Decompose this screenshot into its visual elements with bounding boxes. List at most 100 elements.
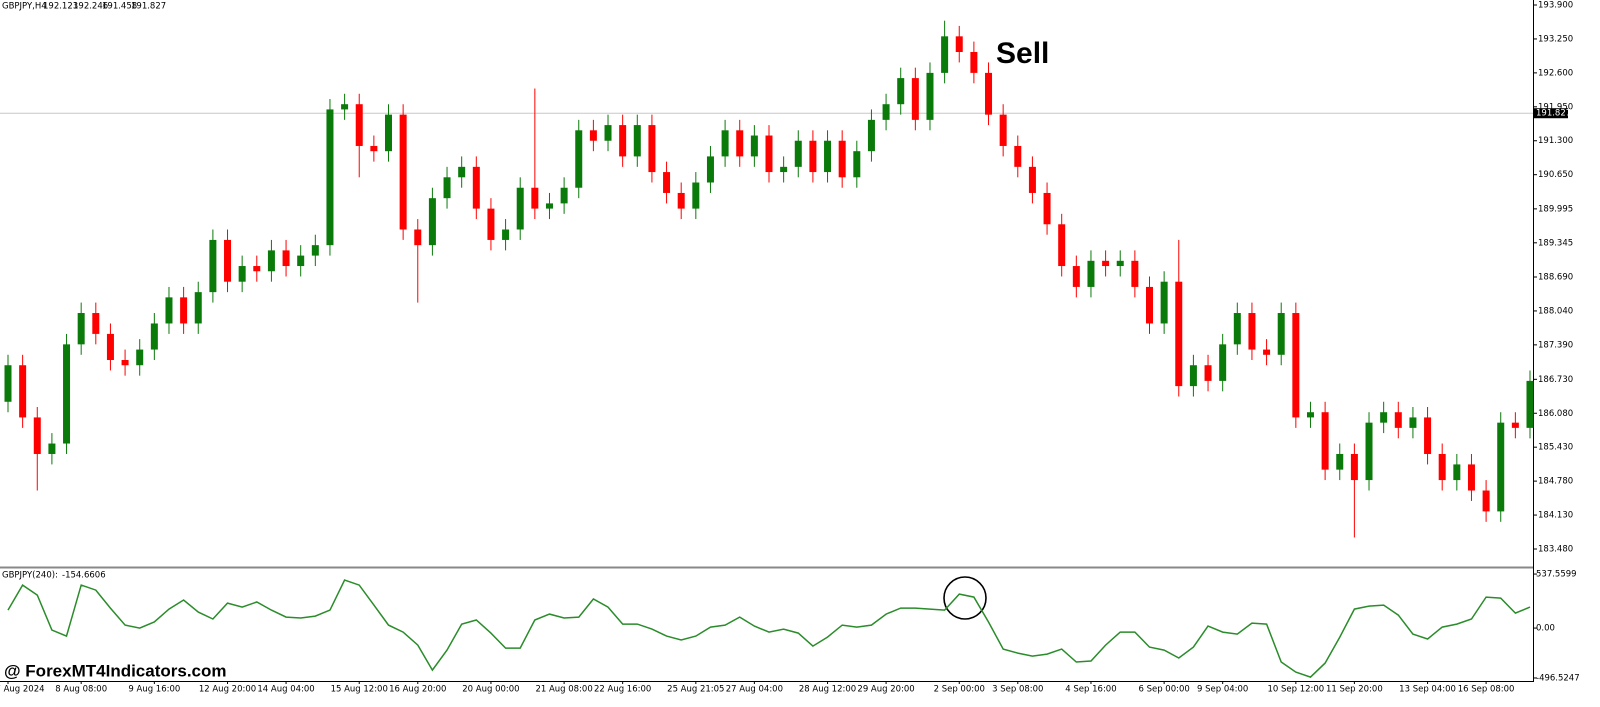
candle-body — [1043, 192, 1051, 225]
candle-body — [560, 187, 568, 204]
candle-body — [1116, 260, 1124, 267]
x-tick-label: 13 Sep 04:00 — [1399, 685, 1456, 695]
candle-body — [19, 365, 27, 418]
candle-body — [326, 109, 334, 246]
candle-body — [677, 192, 685, 209]
y-tick-label: 537.5599 — [1536, 570, 1577, 580]
x-tick-label: 2 Sep 00:00 — [934, 685, 985, 695]
current-price-label: 191.827 — [1536, 109, 1571, 119]
indicator-line — [7, 579, 1531, 678]
y-tick-label: 184.780 — [1538, 477, 1573, 487]
candle-body — [33, 417, 41, 454]
header-high: 192.246 — [73, 2, 108, 12]
candle-body — [1175, 281, 1183, 387]
candle-body — [1058, 224, 1066, 267]
candle-body — [1072, 266, 1080, 287]
candle-body — [1380, 412, 1388, 423]
candle-body — [1292, 313, 1300, 418]
y-tick-label: 191.300 — [1538, 136, 1573, 146]
candle-body — [370, 145, 378, 152]
candle-body — [92, 313, 100, 334]
candle-body — [1189, 365, 1197, 387]
candle-body — [1336, 453, 1344, 470]
x-tick-label: 15 Aug 12:00 — [331, 685, 388, 695]
x-tick-label: 3 Sep 08:00 — [992, 685, 1043, 695]
candle-body — [224, 239, 232, 282]
candle-body — [531, 187, 539, 209]
candle-body — [1233, 313, 1241, 345]
x-tick-label: 25 Aug 21:05 — [667, 685, 724, 695]
candle-body — [355, 104, 363, 146]
watermark: @ ForexMT4Indicators.com — [4, 661, 227, 680]
indicator-value: -154.6606 — [62, 571, 106, 581]
candle-body — [1087, 260, 1095, 287]
y-tick-label: 191.950 — [1538, 102, 1573, 112]
candle-body — [882, 104, 890, 120]
candle-body — [472, 166, 480, 209]
candle-body — [809, 140, 817, 173]
x-tick-label: 11 Sep 20:00 — [1326, 685, 1383, 695]
candle-body — [794, 140, 802, 167]
candle-body — [297, 255, 305, 267]
x-tick-label: 21 Aug 08:00 — [535, 685, 592, 695]
candle-body — [63, 344, 71, 444]
header-open: 192.123 — [43, 2, 78, 12]
candle-body — [648, 125, 656, 173]
y-tick-label: 192.600 — [1538, 68, 1573, 78]
x-tick-label: 9 Sep 04:00 — [1197, 685, 1248, 695]
y-tick-label: 188.690 — [1538, 273, 1573, 283]
candle-body — [1263, 349, 1271, 355]
candle-body — [165, 297, 173, 324]
candle-body — [150, 323, 158, 350]
candle-body — [1028, 166, 1036, 193]
candle-body — [502, 229, 510, 240]
candle-body — [1146, 286, 1153, 324]
candle-body — [1467, 464, 1475, 491]
candle-body — [1248, 313, 1256, 350]
candle-body — [1424, 417, 1432, 454]
y-tick-label: 186.080 — [1538, 409, 1573, 419]
x-tick-label: 10 Sep 12:00 — [1267, 685, 1324, 695]
candle-body — [253, 266, 261, 272]
candle-body — [1365, 422, 1373, 481]
x-tick-label: 14 Aug 04:00 — [257, 685, 314, 695]
candle-body — [545, 203, 553, 209]
candle-body — [941, 36, 949, 73]
candle-body — [955, 36, 963, 52]
y-tick-label: 189.995 — [1538, 204, 1573, 214]
indicator-title: GBPJPY(240): — [2, 571, 58, 581]
candle-body — [1321, 412, 1329, 470]
candle-body — [575, 130, 583, 188]
candle-body — [311, 245, 319, 256]
candle-body — [589, 130, 597, 141]
candle-body — [853, 151, 861, 178]
x-tick-label: 8 Aug 08:00 — [55, 685, 107, 695]
candle-body — [1204, 365, 1212, 381]
candle-body — [692, 182, 700, 209]
candle-body — [867, 119, 875, 152]
candle-body — [926, 72, 934, 120]
y-tick-label: 189.345 — [1538, 238, 1573, 248]
x-tick-label: 12 Aug 20:00 — [199, 685, 256, 695]
candle-body — [970, 51, 978, 73]
x-tick-label: 4 Sep 16:00 — [1065, 685, 1116, 695]
candle-body — [487, 208, 495, 240]
candle-body — [282, 250, 290, 267]
candle-body — [1526, 380, 1534, 428]
candle-body — [619, 125, 627, 157]
candle-body — [4, 365, 12, 402]
candle-body — [180, 297, 188, 324]
candle-body — [48, 443, 56, 454]
y-tick-label: 193.250 — [1538, 34, 1573, 44]
candle-body — [736, 130, 744, 157]
x-tick-label: 9 Aug 16:00 — [128, 685, 180, 695]
candle-body — [1102, 260, 1110, 267]
candle-body — [1409, 417, 1417, 428]
y-tick-label: -496.5247 — [1536, 673, 1580, 683]
candle-body — [428, 198, 436, 246]
candle-body — [77, 313, 85, 345]
candle-body — [1014, 145, 1022, 167]
x-tick-label: 29 Aug 20:00 — [857, 685, 914, 695]
candle-body — [706, 156, 714, 183]
